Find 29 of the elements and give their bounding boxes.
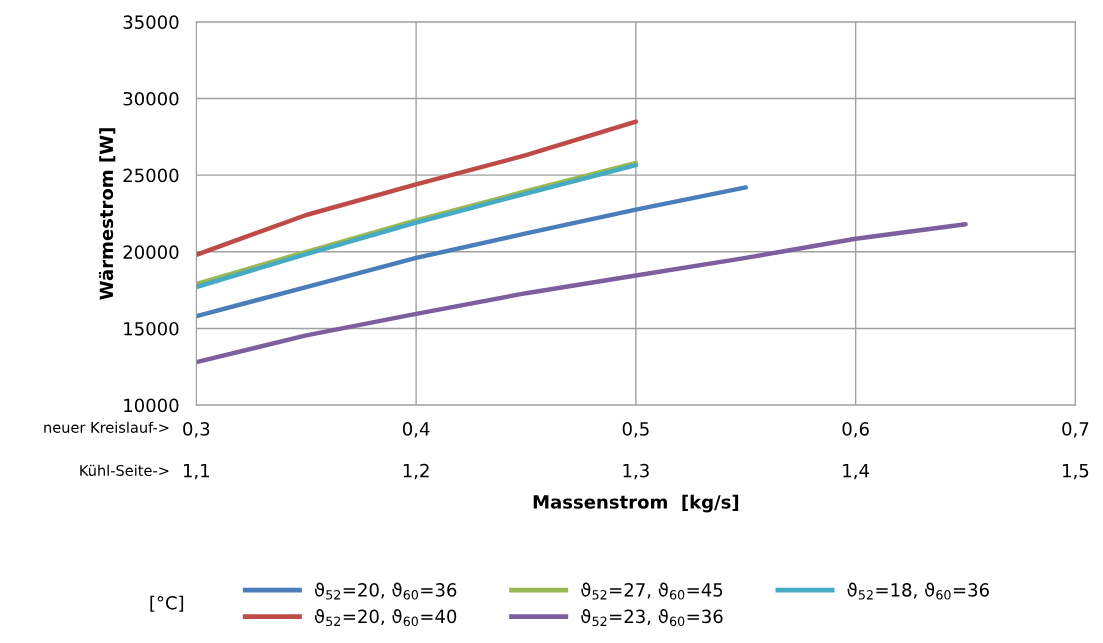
x-tick-label: 0,3 [183, 422, 210, 438]
legend-label: ϑ$_{52}$=27, ϑ$_{60}$=45 [581, 582, 723, 600]
text: neuer Kreislauf-> [44, 421, 169, 433]
line-series [196, 221, 968, 365]
x2-tick-label: 1,1 [183, 463, 210, 480]
y-tick-label: 20000 [123, 245, 179, 259]
legend-label: ϑ$_{52}$=20, ϑ$_{60}$=40 [314, 609, 457, 627]
x2-tick-label: 1,3 [623, 463, 649, 480]
y-axis-title: Wärmestrom [W] [98, 128, 116, 300]
text: Kühl-Seite-> [80, 464, 169, 476]
y-tick-label: 25000 [123, 168, 179, 183]
legend-label: ϑ$_{52}$=18, ϑ$_{60}$=36 [847, 582, 989, 600]
x-tick-label: 0,6 [842, 422, 869, 438]
y-tick-label: 30000 [123, 91, 179, 106]
x2-tick-label: 1,5 [1063, 463, 1089, 480]
line-series [196, 185, 748, 319]
x-tick-label: 0,7 [1062, 422, 1089, 438]
line-series [196, 119, 639, 258]
x-axis-title: Massenstrom [kg/s] [533, 494, 739, 513]
y-tick-label: 10000 [124, 398, 179, 413]
y-tick-label: 15000 [124, 321, 179, 336]
x-tick-label: 0,5 [622, 422, 649, 438]
y-tick-label: 35000 [123, 15, 179, 29]
legend-title: [°C] [150, 595, 184, 612]
x2-tick-label: 1,2 [403, 463, 429, 480]
x-tick-label: 0,4 [402, 422, 430, 438]
x2-tick-label: 1,4 [843, 463, 869, 480]
legend-label: ϑ$_{52}$=23, ϑ$_{60}$=36 [581, 609, 723, 627]
legend-label: ϑ$_{52}$=20, ϑ$_{60}$=36 [314, 582, 457, 600]
